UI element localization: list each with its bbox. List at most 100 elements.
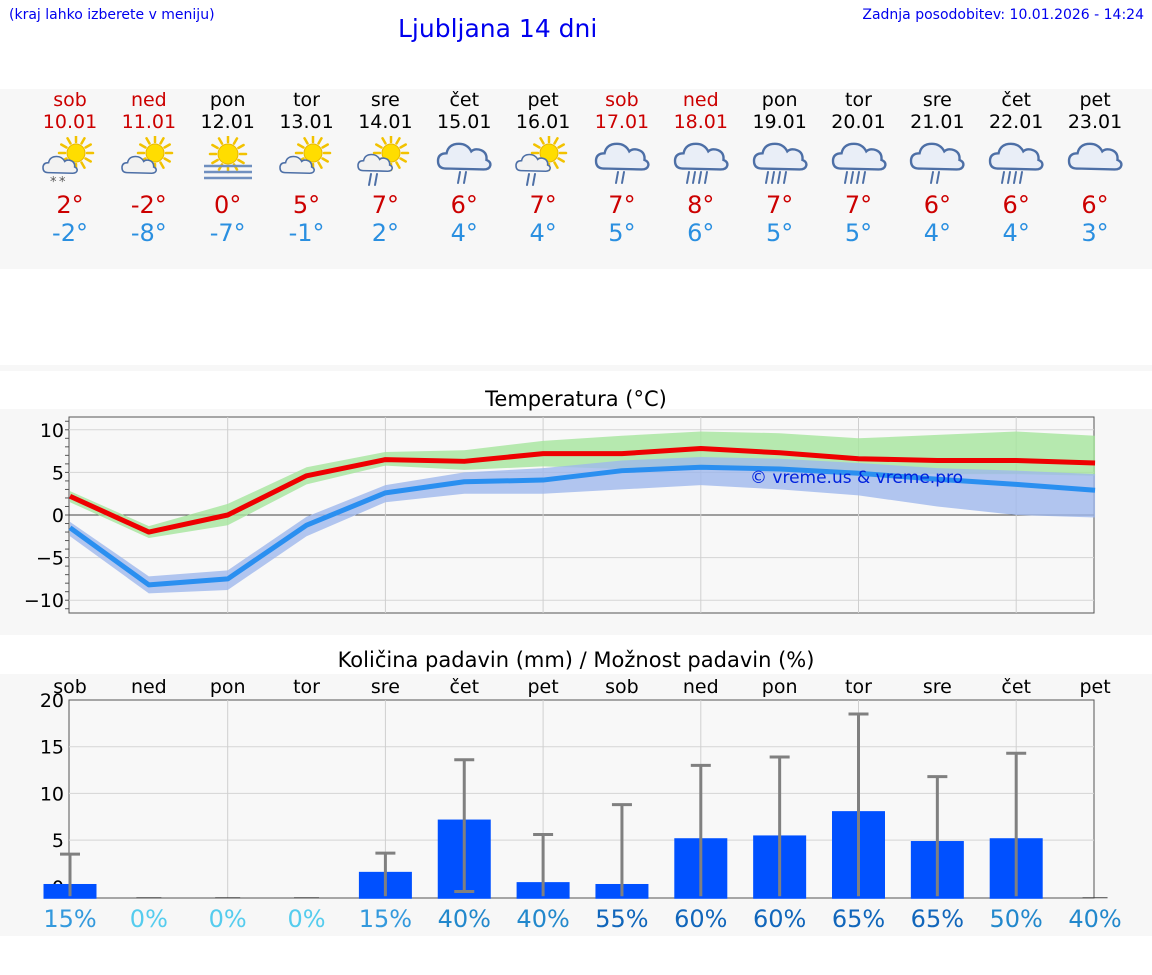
- x-category-label: čet: [449, 676, 479, 698]
- precipitation-chart: 20151050sobnedpontorsrečetpetsobnedponto…: [40, 676, 1122, 933]
- cloud-rain-icon: [594, 142, 650, 184]
- min-temperature: 6°: [687, 219, 715, 247]
- day-name: pon: [761, 89, 798, 111]
- precipitation-probability: 40%: [438, 905, 491, 933]
- forecast-day: sre 21.01 6° 4°: [897, 89, 977, 247]
- y-tick-label: 15: [40, 737, 64, 759]
- x-category-label: sre: [923, 676, 952, 698]
- page-title: Ljubljana 14 dni: [398, 14, 598, 43]
- min-temperature-line: [68, 464, 1096, 588]
- x-category-label: tor: [845, 676, 872, 698]
- x-category-label: ned: [131, 676, 167, 698]
- max-temperature: -2°: [130, 191, 167, 219]
- y-tick-label: −5: [36, 548, 64, 570]
- forecast-day: ned 18.01 8° 6°: [661, 89, 741, 247]
- day-name: sre: [922, 89, 952, 111]
- forecast-day: pon 19.01 7° 5°: [740, 89, 820, 247]
- y-tick-label: 10: [40, 420, 64, 442]
- y-tick-label: −10: [24, 590, 64, 612]
- y-tick-label: 5: [52, 830, 64, 852]
- y-tick-label: 5: [52, 462, 64, 484]
- precipitation-probability: 50%: [990, 905, 1043, 933]
- precipitation-probability: 40%: [1068, 905, 1121, 933]
- temperature-chart: 10 5 0 −5 −10 © vreme.us & vreme.pro: [24, 416, 1096, 614]
- forecast-day: sob 17.01 7° 5°: [582, 89, 662, 247]
- x-category-label: sre: [371, 676, 400, 698]
- max-temperature: 8°: [687, 191, 715, 219]
- max-temperature: 2°: [56, 191, 84, 219]
- day-date: 16.01: [515, 111, 571, 133]
- day-date: 17.01: [594, 111, 650, 133]
- sun-cloud-icon: [278, 136, 331, 174]
- max-temperature: 7°: [529, 191, 557, 219]
- last-updated: Zadnja posodobitev: 10.01.2026 - 14:24: [862, 7, 1144, 23]
- precipitation-probability: 0%: [288, 905, 326, 933]
- precipitation-probability: 60%: [674, 905, 727, 933]
- min-temperature: 5°: [844, 219, 873, 247]
- precipitation-probability: 15%: [359, 905, 412, 933]
- precipitation-probability: 65%: [832, 905, 885, 933]
- min-temperature: 4°: [923, 219, 951, 247]
- day-date: 18.01: [673, 111, 728, 133]
- day-date: 20.01: [831, 111, 886, 133]
- watermark: © vreme.us & vreme.pro: [750, 468, 963, 488]
- y-tick-label: 10: [40, 783, 64, 805]
- forecast-day: pet 23.01 6° 3°: [1055, 89, 1135, 247]
- day-name: čet: [1001, 89, 1031, 111]
- sun-cloud-snow-icon: * *: [42, 136, 95, 188]
- sun-fog-icon: [203, 136, 252, 180]
- sun-cloud-rain-icon: [357, 136, 410, 186]
- cloud-rain-icon: [437, 142, 492, 184]
- svg-text:*: *: [50, 175, 57, 188]
- cloud-heavy-rain-icon: [831, 142, 887, 184]
- forecast-day: tor 20.01 7° 5°: [819, 89, 899, 247]
- min-temperature: 5°: [608, 219, 636, 247]
- x-category-label: pet: [527, 676, 558, 698]
- min-temperature: -7°: [209, 219, 246, 247]
- cloud-heavy-rain-icon: [673, 142, 729, 184]
- location-hint: (kraj lahko izberete v meniju): [9, 7, 215, 23]
- max-temperature-line: [68, 446, 1096, 535]
- svg-text:*: *: [59, 175, 66, 188]
- cloud-heavy-rain-icon: [988, 142, 1044, 184]
- day-date: 22.01: [988, 111, 1044, 133]
- day-name: sob: [605, 89, 639, 111]
- min-temperature: 4°: [529, 219, 557, 247]
- x-category-label: čet: [1001, 676, 1031, 698]
- min-temperature: 5°: [766, 219, 794, 247]
- day-date: 11.01: [121, 111, 177, 133]
- day-date: 19.01: [752, 111, 807, 133]
- y-tick-label: 20: [40, 690, 64, 712]
- cloud-icon: [1067, 142, 1123, 171]
- day-name: sre: [370, 89, 400, 111]
- min-temperature: 3°: [1081, 219, 1109, 247]
- max-temperature: 6°: [450, 191, 478, 219]
- forecast-day: pon 12.01 0° -7°: [188, 89, 268, 247]
- max-temperature: 6°: [1002, 191, 1030, 219]
- cloud-heavy-rain-icon: [752, 142, 808, 184]
- precipitation-probability: 15%: [43, 905, 96, 933]
- max-temperature: 6°: [923, 191, 951, 219]
- forecast-day: ned 11.01 -2° -8°: [109, 89, 189, 247]
- x-category-label: sob: [53, 676, 87, 698]
- day-date: 14.01: [358, 111, 413, 133]
- cloud-rain-icon: [910, 142, 965, 184]
- precipitation-probability: 65%: [911, 905, 964, 933]
- y-tick-label: 0: [52, 505, 64, 527]
- x-category-label: sob: [605, 676, 639, 698]
- day-name: sob: [53, 89, 87, 111]
- min-temperature: 4°: [1002, 219, 1030, 247]
- separator-band: [0, 365, 1152, 371]
- precipitation-probability: 40%: [516, 905, 569, 933]
- max-temperature: 7°: [371, 191, 400, 219]
- forecast-day: pet 16.01 7° 4°: [503, 89, 583, 247]
- min-temperature: -1°: [288, 219, 325, 247]
- max-temperature: 7°: [844, 191, 873, 219]
- max-temperature: 5°: [292, 191, 321, 219]
- sun-cloud-rain-icon: [515, 136, 568, 186]
- max-temperature: 7°: [608, 191, 636, 219]
- forecast-day: čet 15.01 6° 4°: [424, 89, 504, 247]
- min-temperature: -8°: [130, 219, 167, 247]
- x-category-label: ned: [683, 676, 719, 698]
- forecast-day: sob 10.01 * * 2° -2°: [30, 89, 110, 247]
